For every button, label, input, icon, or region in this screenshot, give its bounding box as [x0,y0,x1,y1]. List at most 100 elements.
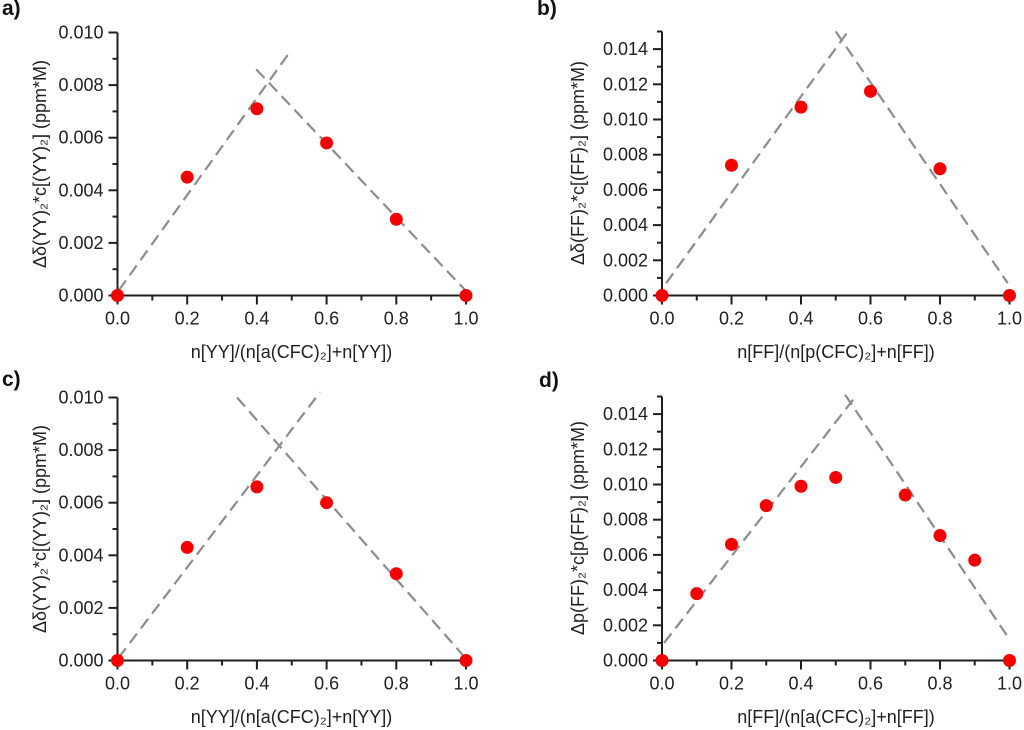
y-tick-label: 0.000 [58,286,103,306]
x-tick-label: 0.4 [244,674,269,694]
data-point [829,470,843,484]
x-tick-label: 0.4 [788,309,813,329]
data-point [725,537,738,551]
panel-a-svg: 0.0 0.2 0.4 0.6 0.8 1.0 0.000 0.002 0.004 0.006 0.… [58,23,478,329]
trend-line-falling-tangent [236,396,467,659]
panel-d-plot: 0.0 0.2 0.4 0.6 0.8 1.0 0.000 0.002 0.004 0.006 0.… [512,365,1024,730]
x-tick-label: 0.8 [927,309,952,329]
y-tick-label: 0.002 [603,250,648,270]
x-tick-label: 0.8 [384,309,409,329]
y-tick-label: 0.010 [58,388,103,408]
y-tick-label: 0.006 [58,128,103,148]
data-point [655,654,669,667]
trend-lines [118,50,467,291]
panel-b-svg: 0.0 0.2 0.4 0.6 0.8 1.0 0.000 0.002 0.004 0.006 0.… [603,30,1022,329]
y-tick-label: 0.008 [58,440,103,460]
data-point [320,496,334,510]
panel-b-letter: b) [537,0,557,20]
panel-c: c) Δδ(YY)₂*c[(YY)₂] (ppm*M) 0.0 0.2 0.4 0.6… [0,365,512,730]
y-tick-label: 0.006 [603,180,648,200]
x-tick-label: 0.2 [719,309,744,329]
trend-line-falling-tangent [834,30,1009,284]
y-tick-label: 0.004 [603,215,648,235]
y-tick-label: 0.002 [603,615,648,635]
y-tick-label: 0.004 [58,545,103,565]
axes: 0.0 0.2 0.4 0.6 0.8 1.0 0.000 0.002 0.004 0.006 0.… [603,395,1022,694]
panel-d-svg: 0.0 0.2 0.4 0.6 0.8 1.0 0.000 0.002 0.004 0.006 0.… [603,394,1022,694]
x-tick-label: 0.8 [927,674,952,694]
y-tick-label: 0.002 [58,233,103,253]
x-tick-label: 0.2 [719,674,744,694]
panel-b: b) Δδ(FF)₂*c[(FF)₂] (ppm*M) 0.0 0.2 0.4 0.6… [512,0,1024,365]
y-tick-label: 0.010 [603,110,648,130]
data-point [1003,654,1016,667]
panel-a: a) Δδ(YY)₂*c[(YY)₂] (ppm*M) 0.0 0.2 0.4 0.6… [0,0,512,365]
y-tick-label: 0.008 [58,75,103,95]
trend-lines [663,394,1011,644]
x-tick-label: 0.2 [175,309,200,329]
y-tick-label: 0.010 [603,475,648,495]
x-tick-label: 0.4 [244,309,269,329]
panel-a-plot: 0.0 0.2 0.4 0.6 0.8 1.0 0.000 0.002 0.004 0.006 0.… [0,0,512,365]
y-tick-label: 0.000 [603,286,648,306]
data-point [250,480,264,494]
x-tick-label: 0.0 [105,309,130,329]
data-points [111,480,473,667]
x-tick-label: 0.0 [649,309,674,329]
y-tick-label: 0.000 [58,651,103,671]
data-point [111,289,124,302]
x-tick-label: 0.0 [105,674,130,694]
panel-b-plot: 0.0 0.2 0.4 0.6 0.8 1.0 0.000 0.002 0.004 0.006 0.… [512,0,1024,365]
y-tick-label: 0.006 [58,493,103,513]
panel-c-plot: 0.0 0.2 0.4 0.6 0.8 1.0 0.000 0.002 0.004 0.006 0.… [0,365,512,730]
y-tick-label: 0.010 [58,23,103,43]
data-point [898,488,912,502]
panel-d: d) Δp(FF)₂*c[p(FF)₂] (ppm*M) 0.0 0.2 0.4 0.… [512,365,1024,730]
x-tick-label: 0.4 [788,674,813,694]
trend-lines [665,30,1009,284]
y-tick-label: 0.000 [603,651,648,671]
trend-line-rising-tangent [118,50,292,291]
data-point [864,84,877,98]
axes: 0.0 0.2 0.4 0.6 0.8 1.0 0.000 0.002 0.004 0.006 0.… [58,23,478,329]
axes: 0.0 0.2 0.4 0.6 0.8 1.0 0.000 0.002 0.004 0.006 0.… [58,388,478,694]
y-tick-label: 0.012 [603,74,648,94]
data-point [1003,289,1016,302]
data-point [389,567,403,581]
x-tick-label: 1.0 [453,674,478,694]
trend-line-rising-tangent [663,394,858,644]
y-tick-label: 0.006 [603,545,648,565]
x-tick-label: 0.0 [649,674,674,694]
x-tick-label: 1.0 [997,674,1022,694]
panel-d-x-axis-title: n[FF]/(n[a(CFC)₂]+n[FF]) [737,707,935,727]
data-points [655,470,1016,667]
data-point [459,289,473,302]
x-tick-label: 0.6 [858,674,883,694]
data-point [111,654,124,667]
axes: 0.0 0.2 0.4 0.6 0.8 1.0 0.000 0.002 0.004 0.006 0.… [603,30,1022,329]
y-tick-label: 0.012 [603,439,648,459]
data-points [655,84,1016,302]
x-tick-label: 0.6 [314,309,339,329]
trend-line-falling-tangent [844,394,1011,640]
data-point [725,158,738,172]
x-tick-label: 1.0 [997,309,1022,329]
panel-c-svg: 0.0 0.2 0.4 0.6 0.8 1.0 0.000 0.002 0.004 0.006 0.… [58,388,478,694]
panel-d-letter: d) [539,369,559,392]
trend-line-falling-tangent [255,68,467,291]
data-point [459,654,473,667]
data-point [933,529,947,543]
data-point [794,479,808,493]
data-point [968,553,982,567]
x-tick-label: 0.6 [858,309,883,329]
data-point [794,100,808,114]
data-point [655,289,669,302]
panel-a-letter: a) [2,0,21,20]
panel-c-x-axis-title: n[YY]/(n[a(CFC)₂]+n[YY]) [190,707,393,727]
y-tick-label: 0.004 [58,180,103,200]
x-tick-label: 1.0 [453,309,478,329]
x-tick-label: 0.6 [314,674,339,694]
y-tick-label: 0.014 [603,404,648,424]
y-tick-label: 0.008 [603,145,648,165]
data-point [933,162,947,176]
